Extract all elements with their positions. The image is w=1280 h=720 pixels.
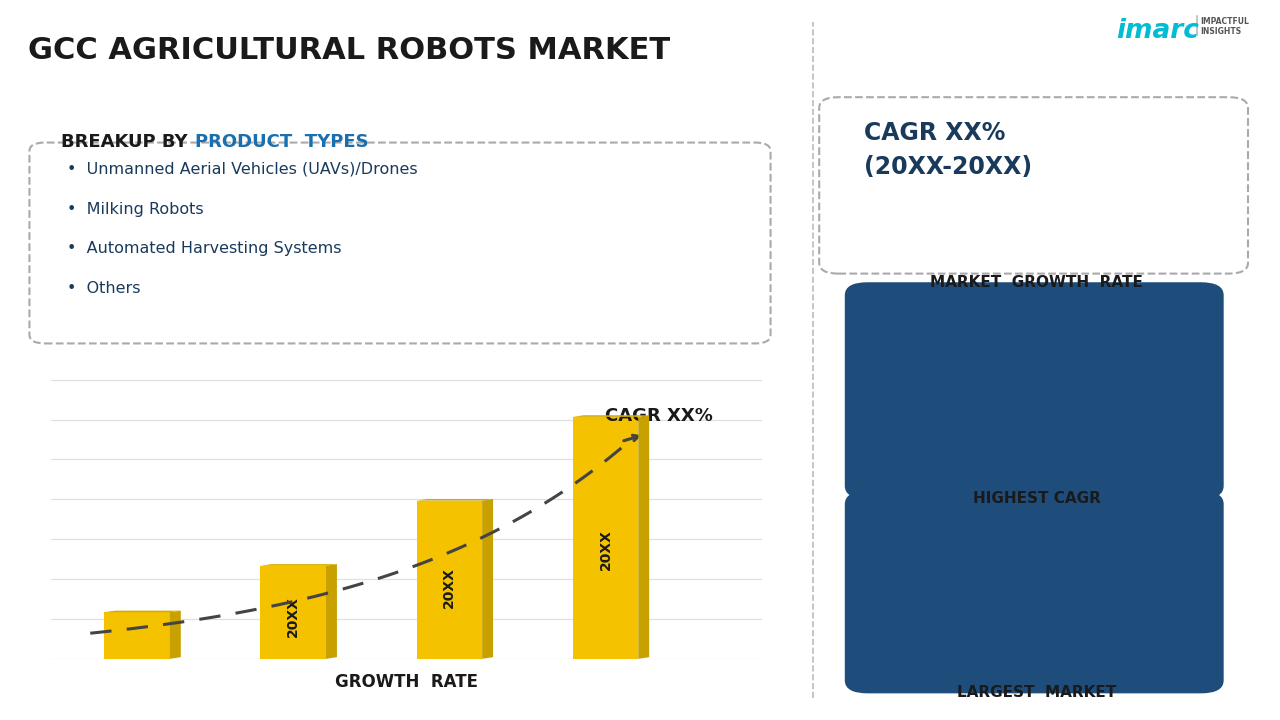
Polygon shape xyxy=(326,564,337,659)
Bar xyxy=(1190,153,1202,245)
Polygon shape xyxy=(104,611,180,612)
Text: LARGEST  MARKET: LARGEST MARKET xyxy=(957,685,1116,701)
Text: PRODUCT  TYPES: PRODUCT TYPES xyxy=(195,133,369,151)
Polygon shape xyxy=(416,499,493,500)
Bar xyxy=(104,612,170,659)
Text: 20XX: 20XX xyxy=(599,529,612,570)
Text: GCC AGRICULTURAL ROBOTS MARKET: GCC AGRICULTURAL ROBOTS MARKET xyxy=(28,36,671,65)
Text: (20XX-20XX): (20XX-20XX) xyxy=(864,155,1032,179)
Text: imarc: imarc xyxy=(1116,18,1199,44)
Text: CAGR XX%: CAGR XX% xyxy=(864,121,1005,145)
Bar xyxy=(1156,194,1167,245)
Wedge shape xyxy=(969,325,1034,422)
Text: MARKET  GROWTH  RATE: MARKET GROWTH RATE xyxy=(931,275,1143,290)
Bar xyxy=(1172,171,1184,245)
Text: BREAKUP BY: BREAKUP BY xyxy=(61,133,195,151)
Wedge shape xyxy=(969,325,1100,456)
Bar xyxy=(416,500,483,659)
X-axis label: GROWTH  RATE: GROWTH RATE xyxy=(335,672,477,690)
Text: IMPACTFUL: IMPACTFUL xyxy=(1201,17,1249,26)
Text: •  Others: • Others xyxy=(67,281,140,296)
Wedge shape xyxy=(975,534,1093,651)
Text: XX: XX xyxy=(1018,582,1051,602)
Polygon shape xyxy=(260,564,337,566)
Text: 20XX: 20XX xyxy=(287,596,301,637)
Text: XX%: XX% xyxy=(1006,381,1062,400)
Wedge shape xyxy=(975,534,1093,651)
Text: 20XX: 20XX xyxy=(443,567,457,608)
Text: HIGHEST CAGR: HIGHEST CAGR xyxy=(973,491,1101,506)
Polygon shape xyxy=(170,611,180,659)
Bar xyxy=(1138,217,1149,245)
Polygon shape xyxy=(572,415,649,417)
Polygon shape xyxy=(483,499,493,659)
Text: •  Automated Harvesting Systems: • Automated Harvesting Systems xyxy=(67,241,340,256)
Text: INSIGHTS: INSIGHTS xyxy=(1201,27,1242,36)
Bar xyxy=(260,566,326,659)
Text: •  Milking Robots: • Milking Robots xyxy=(67,202,204,217)
Text: •  Unmanned Aerial Vehicles (UAVs)/Drones: • Unmanned Aerial Vehicles (UAVs)/Drones xyxy=(67,162,417,177)
Bar xyxy=(572,417,639,659)
Polygon shape xyxy=(639,415,649,659)
Text: CAGR XX%: CAGR XX% xyxy=(605,408,713,426)
